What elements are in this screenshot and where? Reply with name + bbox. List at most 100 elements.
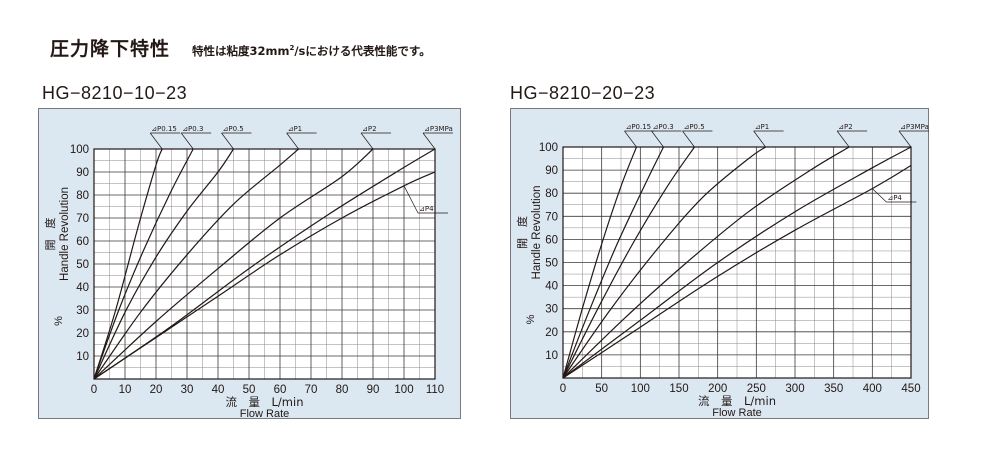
series-label: ⊿P1 [288, 125, 303, 133]
series-label: ⊿P0.3 [653, 123, 674, 131]
series-line [562, 146, 665, 379]
callout-leader [753, 130, 766, 148]
series-line [93, 148, 163, 380]
x-tick-label: 30 [181, 384, 194, 396]
y-axis-label-en: Handle Revolution [531, 186, 543, 280]
y-axis-unit: % [525, 314, 537, 324]
x-tick-label: 100 [394, 384, 413, 396]
series-line [562, 146, 638, 379]
y-tick-label: 20 [545, 327, 558, 339]
series-line [562, 146, 912, 379]
series-line [562, 146, 695, 379]
y-axis-label-group: 開 度 Handle Revolution% [515, 186, 543, 325]
callout-leader [149, 132, 163, 150]
x-tick-label: 0 [560, 383, 566, 395]
x-tick-label: 40 [212, 384, 225, 396]
x-tick-label: 20 [150, 384, 163, 396]
plot-frame [93, 148, 436, 380]
y-axis-label-group: 開 度 Handle Revolution% [43, 187, 71, 326]
callout-leader [836, 130, 850, 148]
y-tick-label: 10 [76, 351, 89, 363]
y-tick-label: 50 [545, 258, 558, 270]
x-axis-label: 流 量 L/min [698, 394, 776, 408]
y-tick-label: 100 [539, 142, 558, 154]
callout-leader [221, 132, 234, 150]
x-axis-label-en: Flow Rate [712, 407, 762, 419]
y-axis-label-en: Handle Revolution [59, 187, 71, 281]
callout-leader [286, 132, 299, 150]
series-label: ⊿P2 [838, 123, 853, 131]
x-tick-label: 450 [901, 383, 920, 395]
viscosity-note: 特性は粘度32mm2/sにおける代表性能です。 [192, 44, 431, 58]
y-tick-label: 20 [76, 328, 89, 340]
y-tick-label: 60 [76, 236, 89, 248]
y-axis-unit: % [53, 316, 65, 326]
y-tick-label: 50 [76, 259, 89, 271]
series-label: ⊿P0.5 [683, 123, 704, 131]
series-label: ⊿P4 [419, 205, 434, 213]
section-header: 圧力降下特性 特性は粘度32mm2/sにおける代表性能です。 [50, 34, 431, 64]
y-tick-label: 60 [545, 234, 558, 246]
x-tick-label: 110 [426, 384, 444, 396]
x-tick-label: 60 [274, 384, 287, 396]
y-tick-label: 40 [545, 281, 558, 293]
callout-leader [898, 130, 912, 148]
x-tick-label: 10 [119, 384, 132, 396]
y-tick-label: 80 [76, 190, 89, 202]
callout-leader [651, 130, 664, 148]
y-axis-label: 開 度 [43, 218, 57, 251]
y-tick-label: 90 [545, 165, 558, 177]
series-line [93, 148, 194, 380]
plot-frame [562, 146, 912, 379]
x-axis-label-en: Flow Rate [240, 408, 290, 420]
series-line [562, 146, 766, 379]
x-tick-label: 50 [243, 384, 256, 396]
callout-leader [872, 188, 887, 203]
series-label: ⊿P1 [755, 123, 770, 131]
chart-2-svg: 0 50 100 150 200 250 300 350 400 450 10 20 30 40 50 60 7… [515, 123, 929, 419]
series-label: ⊿P3MPa [424, 125, 453, 133]
callout-leader [422, 132, 436, 150]
chart-2-title: HG−8210−20−23 [510, 83, 656, 103]
chart-hg-8210-10-23: 0 10 20 30 40 50 60 70 80 90 100 110 10 20 30 40 50 60 70 8… [38, 108, 461, 420]
series-label: ⊿P2 [362, 125, 377, 133]
y-tick-label: 30 [76, 305, 89, 317]
series-line [93, 148, 234, 380]
y-tick-label: 70 [76, 213, 89, 225]
callout-leader [180, 132, 194, 150]
series-label: ⊿P0.5 [223, 125, 244, 133]
series-label: ⊿P3MPa [900, 123, 929, 131]
x-tick-label: 100 [631, 383, 650, 395]
series-line [93, 148, 299, 380]
y-tick-label: 100 [70, 144, 89, 156]
x-tick-label: 200 [708, 383, 727, 395]
series-line [93, 171, 436, 380]
x-tick-label: 350 [824, 383, 843, 395]
x-tick-label: 150 [669, 383, 688, 395]
series-label: ⊿P4 [887, 194, 902, 202]
section-title: 圧力降下特性 [50, 38, 171, 60]
y-tick-label: 10 [545, 350, 558, 362]
series-line [562, 146, 850, 379]
callout-leader [624, 130, 637, 148]
x-tick-label: 300 [785, 383, 804, 395]
series-line [562, 164, 912, 379]
x-tick-label: 90 [367, 384, 380, 396]
series-label: ⊿P0.15 [625, 123, 651, 131]
x-axis-label: 流 量 L/min [226, 395, 304, 409]
y-axis-label: 開 度 [515, 216, 529, 249]
x-tick-label: 80 [336, 384, 349, 396]
callout-leader [682, 130, 695, 148]
chart-1-title: HG−8210−10−23 [42, 83, 188, 103]
y-tick-label: 30 [545, 304, 558, 316]
x-tick-label: 250 [747, 383, 766, 395]
x-tick-label: 0 [91, 384, 97, 396]
series-label: ⊿P0.15 [151, 125, 177, 133]
y-tick-label: 80 [545, 188, 558, 200]
callout-leader [360, 132, 374, 150]
x-tick-label: 400 [863, 383, 882, 395]
chart-hg-8210-20-23: 0 50 100 150 200 250 300 350 400 450 10 20 30 40 50 60 7… [510, 108, 929, 419]
x-tick-label: 50 [595, 383, 608, 395]
chart-1-svg: 0 10 20 30 40 50 60 70 80 90 100 110 10 20 30 40 50 60 70 8… [43, 125, 453, 420]
series-line [93, 148, 436, 380]
